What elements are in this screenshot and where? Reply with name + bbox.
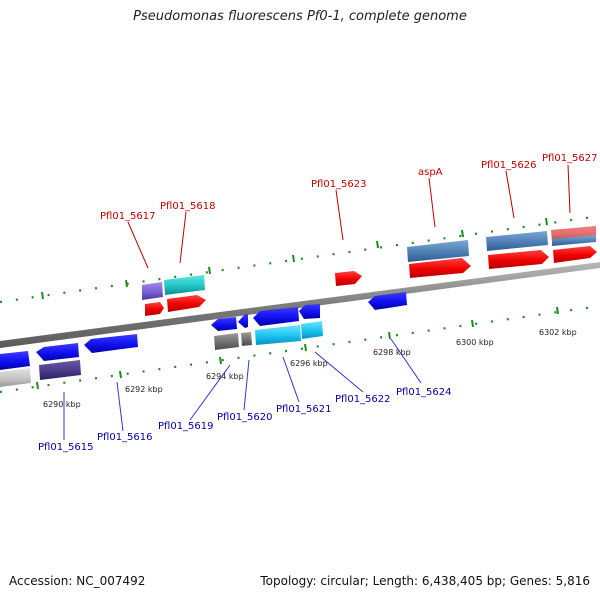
lower-leader-lines — [63, 338, 422, 440]
gene-pfl01-5615-feature[interactable] — [39, 360, 81, 380]
upper-strand-genes — [142, 226, 597, 316]
upper-major-ticks — [41, 217, 548, 300]
lower-gene-labels: Pfl01_5615 Pfl01_5616 Pfl01_5619 Pfl01_5… — [38, 387, 452, 453]
gene-pfl01-5623-cds[interactable] — [335, 271, 362, 286]
gene-label-aspa[interactable]: aspA — [418, 167, 443, 178]
tick-label: 6292 kbp — [125, 385, 163, 394]
gene-label-pfl01-5617[interactable]: Pfl01_5617 — [100, 211, 156, 222]
lower-strand-genes — [0, 292, 407, 387]
gene-pfl01-5617-feature[interactable] — [142, 282, 163, 300]
gene-label-pfl01-5615[interactable]: Pfl01_5615 — [38, 442, 94, 453]
gene-pfl01-5617-cds[interactable] — [145, 302, 164, 316]
tick-label: 6298 kbp — [373, 348, 411, 357]
accession-text: Accession: NC_007492 — [9, 574, 146, 588]
gene-pfl01-5624-cds[interactable] — [368, 292, 407, 310]
gene-pfl01-5615-cds[interactable] — [36, 343, 79, 361]
gene-pfl01-5620-cds[interactable] — [238, 314, 248, 328]
gene-partial-left-blue[interactable] — [0, 351, 30, 370]
gene-label-pfl01-5619[interactable]: Pfl01_5619 — [158, 421, 214, 432]
gene-pfl01-5621-feature[interactable] — [255, 325, 301, 345]
gene-label-pfl01-5623[interactable]: Pfl01_5623 — [311, 179, 367, 190]
gene-pfl01-5627-cds[interactable] — [553, 246, 597, 263]
tick-label: 6300 kbp — [456, 338, 494, 347]
gene-pfl01-5618-cds[interactable] — [167, 295, 206, 312]
gene-label-pfl01-5622[interactable]: Pfl01_5622 — [335, 394, 391, 405]
upper-gene-labels: Pfl01_5617 Pfl01_5618 Pfl01_5623 aspA Pf… — [100, 153, 598, 222]
gene-label-pfl01-5626[interactable]: Pfl01_5626 — [481, 160, 537, 171]
gene-pfl01-5627-feature-2[interactable] — [552, 235, 596, 246]
gene-pfl01-5618-feature[interactable] — [164, 275, 205, 295]
gene-label-pfl01-5616[interactable]: Pfl01_5616 — [97, 432, 153, 443]
map-title: Pseudomonas fluorescens Pf0-1, complete … — [133, 9, 467, 24]
gene-pfl01-5616-cds[interactable] — [84, 334, 138, 353]
gene-label-pfl01-5624[interactable]: Pfl01_5624 — [396, 387, 452, 398]
gene-label-pfl01-5627[interactable]: Pfl01_5627 — [542, 153, 598, 164]
gene-pfl01-5619-feature[interactable] — [214, 333, 239, 350]
gene-label-pfl01-5620[interactable]: Pfl01_5620 — [217, 412, 273, 423]
gene-label-pfl01-5621[interactable]: Pfl01_5621 — [276, 404, 332, 415]
gene-pfl01-5620-feature[interactable] — [241, 332, 252, 346]
gene-aspa-feature[interactable] — [407, 240, 469, 262]
gene-pfl01-5626-feature[interactable] — [486, 231, 548, 251]
gene-pfl01-5622-cds[interactable] — [299, 304, 320, 319]
tick-label: 6302 kbp — [539, 328, 577, 337]
gene-aspa-cds[interactable] — [409, 258, 471, 278]
gene-pfl01-5621-cds[interactable] — [253, 307, 299, 326]
gene-label-pfl01-5618[interactable]: Pfl01_5618 — [160, 201, 216, 212]
tick-labels: 6290 kbp 6292 kbp 6294 kbp 6296 kbp 6298… — [43, 328, 577, 409]
lower-major-ticks — [36, 306, 559, 390]
gene-partial-left-gray[interactable] — [0, 368, 31, 387]
genome-backbone — [0, 262, 600, 348]
gene-pfl01-5626-cds[interactable] — [488, 250, 549, 269]
genome-summary-text: Topology: circular; Length: 6,438,405 bp… — [260, 574, 590, 588]
tick-label: 6296 kbp — [290, 359, 328, 368]
gene-pfl01-5622-feature[interactable] — [301, 321, 323, 339]
tick-label: 6290 kbp — [43, 400, 81, 409]
gene-pfl01-5619-cds[interactable] — [211, 317, 237, 331]
upper-leader-lines — [127, 164, 571, 269]
tick-label: 6294 kbp — [206, 372, 244, 381]
